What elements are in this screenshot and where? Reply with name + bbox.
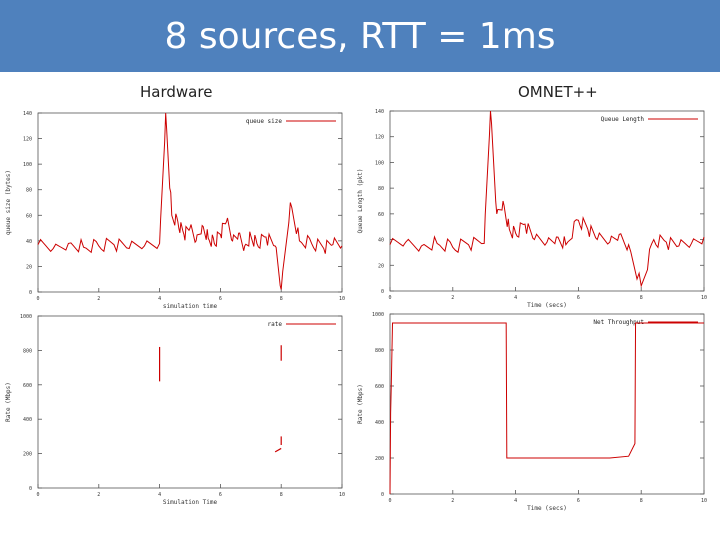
x-tick-label: 6	[219, 296, 222, 302]
sim-queue-chart: 0 20 40 60 80 100 120 140 0 2 4 6 8 10 Time (secs) Queu…	[357, 109, 707, 309]
x-tick-label: 10	[701, 295, 707, 301]
x-tick-label: 0	[388, 498, 391, 504]
y-tick-label: 80	[378, 186, 384, 192]
x-tick-label: 4	[158, 492, 161, 498]
y-tick-label: 80	[26, 188, 32, 194]
y-tick-label: 800	[375, 348, 384, 354]
x-tick-label: 0	[36, 296, 39, 302]
y-tick-label: 20	[378, 263, 384, 269]
title-banner: 8 sources, RTT = 1ms	[0, 0, 720, 72]
y-tick-label: 40	[26, 239, 32, 245]
hw-queue-chart: 0 20 40 60 80 100 120 140 0 2 4 6 8 10 simulation time…	[5, 111, 345, 310]
plot-frame	[37, 112, 343, 293]
x-tick-label: 2	[97, 296, 100, 302]
legend-label: Net Throughput	[593, 319, 644, 326]
y-tick-label: 1000	[372, 312, 384, 318]
y-tick-label: 140	[23, 111, 32, 117]
y-tick-label: 120	[375, 135, 384, 141]
x-axis-label: Time (secs)	[527, 505, 567, 512]
y-tick-label: 400	[23, 417, 32, 423]
y-tick-label: 100	[375, 160, 384, 166]
y-tick-label: 0	[29, 486, 32, 492]
sim-throughput-chart: 0 200 400 600 800 1000 0 2 4 6 8 10 Time (secs) Rate …	[357, 312, 707, 512]
y-tick-label: 0	[381, 492, 384, 498]
x-tick-label: 8	[640, 498, 643, 504]
y-axis-label: Rate (Mbps)	[5, 382, 12, 422]
x-tick-label: 4	[514, 295, 517, 301]
y-tick-label: 0	[29, 290, 32, 296]
y-tick-label: 60	[378, 212, 384, 218]
plot-frame	[37, 315, 343, 489]
x-tick-label: 4	[158, 296, 161, 302]
slide-title: 8 sources, RTT = 1ms	[164, 15, 556, 57]
series-line	[37, 112, 343, 290]
x-tick-label: 10	[339, 296, 345, 302]
x-tick-label: 4	[514, 498, 517, 504]
y-tick-label: 40	[378, 238, 384, 244]
y-tick-label: 400	[375, 420, 384, 426]
x-axis-label: simulation time	[163, 303, 218, 310]
omnet-label: OMNET++	[518, 83, 598, 101]
y-tick-label: 600	[375, 384, 384, 390]
x-tick-label: 6	[577, 295, 580, 301]
series-line	[389, 322, 704, 495]
y-tick-label: 200	[23, 452, 32, 458]
x-tick-label: 2	[451, 498, 454, 504]
y-axis-label: queue size (bytes)	[5, 170, 12, 235]
y-tick-label: 140	[375, 109, 384, 115]
legend-label: queue size	[246, 118, 283, 125]
hardware-label: Hardware	[140, 83, 213, 101]
plot-frame	[389, 110, 705, 292]
y-tick-label: 60	[26, 213, 32, 219]
x-tick-label: 6	[219, 492, 222, 498]
x-tick-label: 8	[280, 296, 283, 302]
x-tick-label: 0	[388, 295, 391, 301]
x-tick-label: 8	[280, 492, 283, 498]
legend-label: rate	[268, 321, 283, 328]
x-tick-label: 2	[97, 492, 100, 498]
x-tick-label: 2	[451, 295, 454, 301]
y-axis-label: Rate (Mbps)	[357, 384, 364, 424]
x-tick-label: 8	[640, 295, 643, 301]
legend-label: Queue Length	[601, 116, 645, 123]
series-line	[389, 110, 705, 288]
y-tick-label: 0	[381, 289, 384, 295]
x-tick-label: 10	[339, 492, 345, 498]
plot-frame	[389, 313, 705, 495]
hw-rate-chart: 0 200 400 600 800 1000 0 2 4 6 8 10 Simulation Time R…	[5, 314, 345, 506]
y-tick-label: 200	[375, 456, 384, 462]
y-tick-label: 120	[23, 137, 32, 143]
rate-spike	[274, 447, 282, 453]
x-axis-label: Time (secs)	[527, 302, 567, 309]
y-tick-label: 1000	[20, 314, 32, 320]
x-tick-label: 0	[36, 492, 39, 498]
y-axis-label: Queue Length (pkt)	[357, 168, 364, 233]
y-tick-label: 20	[26, 264, 32, 270]
y-tick-label: 100	[23, 162, 32, 168]
x-tick-label: 6	[577, 498, 580, 504]
y-tick-label: 600	[23, 383, 32, 389]
x-tick-label: 10	[701, 498, 707, 504]
y-tick-label: 800	[23, 348, 32, 354]
x-axis-label: Simulation Time	[163, 499, 218, 506]
